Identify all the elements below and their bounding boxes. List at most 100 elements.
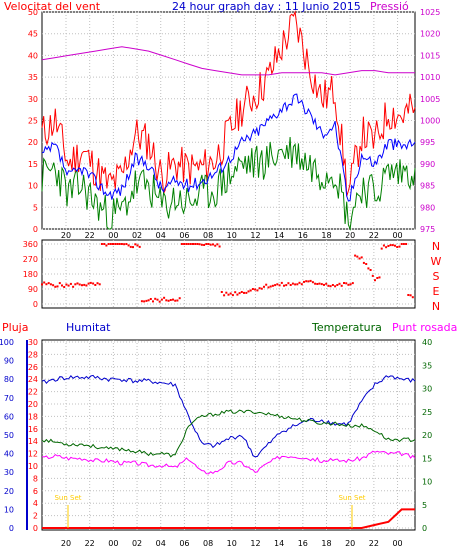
- direction-point: [391, 244, 394, 247]
- direction-point: [158, 300, 161, 303]
- direction-point: [145, 299, 148, 302]
- direction-point: [218, 245, 221, 248]
- direction-point: [54, 285, 57, 288]
- direction-point: [276, 283, 279, 286]
- direction-point: [49, 283, 52, 286]
- pressure-y-tick: 985: [420, 182, 435, 191]
- wind-y-tick: 45: [28, 30, 38, 39]
- wind-y-tick: 30: [28, 95, 38, 104]
- direction-point: [285, 284, 288, 287]
- direction-point: [411, 296, 414, 299]
- direction-point: [194, 243, 197, 245]
- pressure-y-tick: 990: [420, 160, 435, 169]
- humidity-y-tick: 0: [9, 524, 14, 533]
- direction-point: [329, 285, 332, 288]
- humidity-y-tick: 60: [4, 412, 14, 421]
- direction-y-tick: 90: [28, 285, 38, 294]
- direction-point: [385, 246, 388, 249]
- humidity-axis-label: Humitat: [66, 321, 111, 334]
- direction-point: [267, 286, 270, 289]
- direction-point: [198, 243, 201, 246]
- direction-point: [283, 284, 285, 287]
- rain-y-tick: 6: [33, 487, 38, 496]
- direction-point: [314, 282, 317, 285]
- direction-point: [227, 293, 230, 296]
- direction-point: [334, 285, 337, 288]
- direction-point: [154, 297, 157, 300]
- humidity-y-tick: 50: [4, 431, 14, 440]
- pressure-y-tick: 1025: [420, 8, 440, 17]
- direction-point: [325, 282, 328, 285]
- direction-point: [402, 243, 405, 245]
- direction-point: [134, 243, 137, 246]
- wind-x-tick: 20: [61, 231, 71, 240]
- direction-point: [140, 300, 143, 303]
- direction-point: [287, 282, 290, 285]
- rain-y-tick: 30: [28, 338, 38, 347]
- humidity-panel-frame: [41, 339, 416, 531]
- direction-point: [396, 246, 399, 248]
- humidity-x-tick: 00: [108, 539, 118, 548]
- rain-y-tick: 2: [33, 512, 38, 521]
- direction-point: [296, 283, 299, 286]
- wind-x-tick: 00: [108, 231, 118, 240]
- pressure-y-tick: 1015: [420, 51, 440, 60]
- temperature-y-ticks: 0 5 10 15 20 25 30 35 40: [422, 338, 432, 533]
- direction-point: [96, 282, 99, 285]
- wind-x-tick: 22: [85, 231, 95, 240]
- direction-point: [223, 294, 226, 297]
- temperature-y-tick: 10: [422, 478, 432, 487]
- direction-point: [81, 284, 83, 287]
- direction-point: [298, 281, 301, 284]
- compass-label: S: [433, 270, 440, 283]
- pressure-y-tick: 1010: [420, 73, 440, 82]
- wind-gust-line: [41, 10, 416, 197]
- direction-point: [127, 244, 130, 247]
- direction-point: [367, 267, 370, 270]
- rain-y-tick: 4: [33, 499, 38, 508]
- direction-point: [265, 283, 268, 286]
- direction-point: [394, 244, 396, 247]
- wind-y-tick: 5: [33, 203, 38, 212]
- temperature-y-tick: 0: [422, 524, 427, 533]
- direction-point: [212, 243, 214, 246]
- rain-y-tick: 18: [28, 412, 38, 421]
- rain-y-tick: 22: [28, 388, 38, 397]
- pressure-y-tick: 1020: [420, 30, 440, 39]
- humidity-y-tick: 40: [4, 450, 14, 459]
- rain-y-tick: 28: [28, 350, 38, 359]
- direction-point: [362, 261, 365, 264]
- direction-point: [400, 243, 403, 245]
- humidity-y-tick: 80: [4, 375, 14, 384]
- wind-x-tick: 12: [250, 231, 260, 240]
- pressure-line: [41, 46, 415, 76]
- humidity-line: [41, 374, 416, 458]
- rain-y-tick: 12: [28, 450, 38, 459]
- wind-x-tick: 20: [345, 231, 355, 240]
- direction-point: [316, 283, 319, 285]
- direction-point: [243, 291, 245, 294]
- temperature-y-tick: 5: [422, 501, 427, 510]
- direction-point: [387, 245, 390, 247]
- rain-y-tick: 14: [28, 437, 38, 446]
- direction-point: [203, 244, 206, 246]
- temperature-axis-label: Temperatura: [311, 321, 382, 334]
- wind-y-tick: 20: [28, 138, 38, 147]
- direction-point: [156, 298, 159, 301]
- direction-point: [169, 299, 172, 301]
- humidity-x-tick: 04: [156, 539, 166, 548]
- direction-point: [229, 292, 232, 295]
- direction-point: [69, 282, 72, 285]
- wind-y-ticks: 0 5 10 15 20 25 30 35 40 45 50: [28, 8, 38, 234]
- direction-point: [52, 284, 55, 287]
- direction-point: [303, 280, 305, 283]
- direction-point: [338, 282, 341, 285]
- direction-point: [289, 284, 292, 286]
- direction-point: [152, 300, 154, 303]
- rain-y-tick: 24: [28, 375, 38, 384]
- humidity-y-ticks: 0 10 20 30 40 50 60 70 80 90 100: [0, 338, 14, 533]
- direction-point: [103, 243, 106, 245]
- direction-point: [109, 243, 112, 245]
- pressure-axis-label: Pressió: [370, 0, 409, 13]
